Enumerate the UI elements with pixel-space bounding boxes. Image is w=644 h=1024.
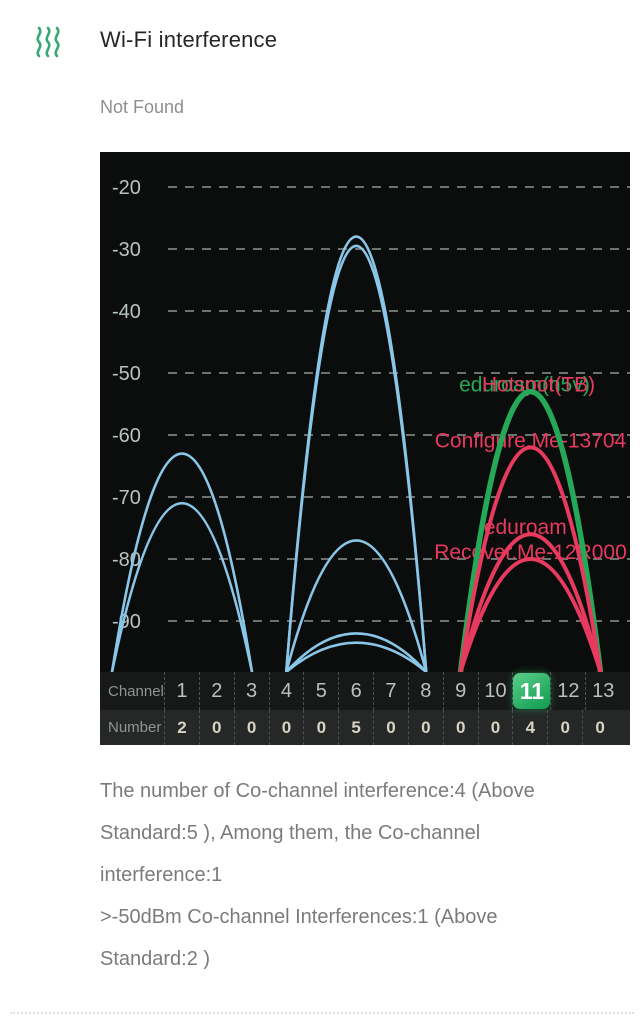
channel-cell: 10 bbox=[477, 672, 513, 710]
channel-count-cell: 0 bbox=[407, 710, 443, 745]
signal-curve bbox=[284, 539, 428, 672]
channel-count-cell: 0 bbox=[442, 710, 478, 745]
signal-curve bbox=[457, 389, 604, 672]
signal-curve bbox=[458, 532, 603, 672]
channel-cell: 6 bbox=[338, 672, 373, 710]
signal-curve bbox=[458, 557, 603, 672]
channel-count-cell: 0 bbox=[582, 710, 617, 745]
channel-count-cell: 0 bbox=[477, 710, 513, 745]
channel-count-cell: 0 bbox=[268, 710, 304, 745]
channel-count-cell: 0 bbox=[198, 710, 234, 745]
interference-summary: The number of Co-channel interference:4 … bbox=[100, 770, 576, 980]
channel-cell: 2 bbox=[198, 672, 234, 710]
y-tick-label: -80 bbox=[112, 549, 141, 571]
signal-curve bbox=[284, 244, 428, 672]
spectrum-plot: -20-30-40-50-60-70-80-90eduroam(h5v)Hots… bbox=[100, 152, 630, 672]
channel-axis-row: Channel 1 2 3 4 5 6 7 8 9 10 11 12 13 bbox=[100, 672, 630, 710]
channel-row-label: Channel bbox=[108, 682, 164, 700]
number-row-label: Number bbox=[108, 719, 162, 736]
channel-cell: 11 bbox=[512, 672, 551, 710]
page-title: Wi-Fi interference bbox=[100, 27, 278, 52]
channel-cell: 3 bbox=[233, 672, 269, 710]
summary-line-1: The number of Co-channel interference:4 … bbox=[100, 780, 535, 886]
channel-cell: 1 bbox=[164, 672, 199, 710]
y-tick-label: -50 bbox=[112, 363, 141, 385]
status-text: Not Found bbox=[100, 97, 185, 117]
ssid-label: eduroam bbox=[484, 516, 567, 539]
summary-line-2: >-50dBm Co-channel Interferences:1 (Abov… bbox=[100, 906, 498, 970]
y-tick-label: -30 bbox=[112, 239, 141, 261]
ssid-label: Hotspot(TB) bbox=[482, 374, 595, 397]
ssid-label: Configure.Me-13704 bbox=[435, 429, 627, 452]
channel-cell: 8 bbox=[407, 672, 443, 710]
signal-curve bbox=[458, 445, 603, 672]
signal-curve bbox=[110, 452, 254, 672]
channel-count-cell: 0 bbox=[373, 710, 408, 745]
y-tick-label: -70 bbox=[112, 487, 141, 509]
interference-chart: -20 -30 -40 -50 -60 -70 -80 -90 eduroam(h5v) Hots… bbox=[100, 152, 630, 745]
channel-cell: 9 bbox=[442, 672, 478, 710]
channel-count-cell: 2 bbox=[164, 710, 199, 745]
bottom-divider bbox=[10, 1012, 634, 1014]
signal-curve bbox=[110, 502, 254, 672]
channel-count-cell: 0 bbox=[233, 710, 269, 745]
y-tick-label: -40 bbox=[112, 301, 141, 323]
channel-count-cell: 4 bbox=[512, 710, 547, 745]
signal-curve bbox=[285, 641, 428, 672]
channel-cells: 1 2 3 4 5 6 7 8 9 10 11 12 13 bbox=[164, 672, 630, 710]
y-tick-label: -60 bbox=[112, 425, 141, 447]
channel-count-cell: 5 bbox=[338, 710, 373, 745]
ssid-label: eduroam(h5v) bbox=[459, 374, 590, 397]
channel-cell: 7 bbox=[373, 672, 408, 710]
signal-curve bbox=[285, 632, 428, 672]
channel-count-cell: 0 bbox=[547, 710, 582, 745]
selected-channel-badge: 11 bbox=[513, 673, 551, 709]
y-tick-label: -20 bbox=[112, 177, 141, 199]
channel-cell: 4 bbox=[268, 672, 304, 710]
channel-count-cell: 0 bbox=[303, 710, 338, 745]
channel-cell: 5 bbox=[303, 672, 338, 710]
channel-cell: 12 bbox=[550, 672, 585, 710]
interference-waves-icon bbox=[36, 26, 60, 58]
channel-cell: 13 bbox=[585, 672, 620, 710]
